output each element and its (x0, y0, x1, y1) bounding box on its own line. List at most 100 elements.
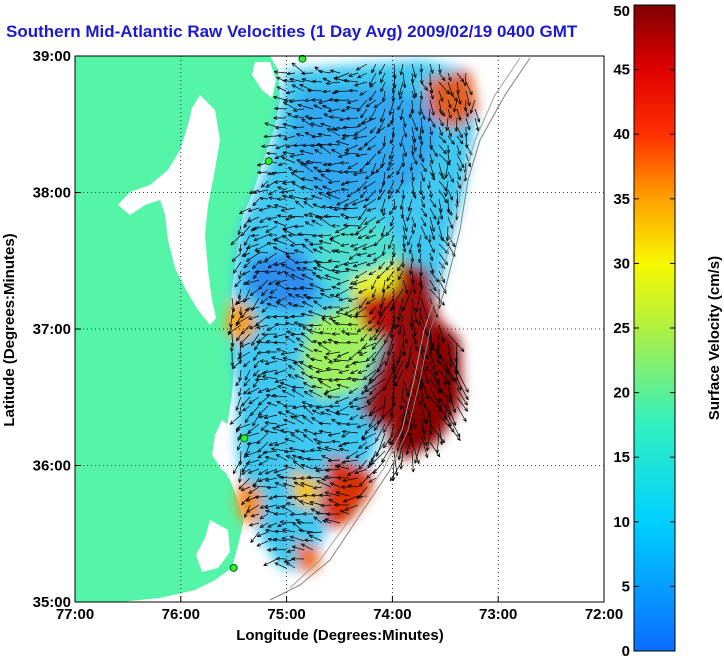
velocity-arrow (280, 207, 296, 212)
velocity-arrow (427, 234, 432, 244)
velocity-arrow (270, 447, 287, 452)
velocity-arrow (320, 503, 332, 508)
velocity-arrow (336, 383, 350, 389)
velocity-arrow (273, 95, 287, 101)
velocity-arrow (312, 409, 323, 416)
velocity-arrow (267, 401, 278, 407)
velocity-arrow (353, 135, 368, 140)
velocity-arrow (273, 180, 287, 184)
velocity-arrow (294, 374, 305, 380)
velocity-arrow (302, 415, 314, 425)
velocity-arrow (402, 324, 408, 344)
velocity-arrow (282, 356, 296, 362)
velocity-arrow (286, 549, 296, 553)
velocity-arrow (321, 314, 332, 319)
velocity-arrow (245, 279, 260, 285)
velocity-arrow (315, 511, 332, 516)
velocity-arrow (359, 189, 368, 199)
velocity-arrow (429, 189, 433, 199)
velocity-arrow (296, 159, 305, 164)
velocity-arrow (365, 297, 377, 305)
velocity-arrow (298, 528, 314, 533)
velocity-arrow (349, 414, 359, 420)
velocity-arrow (266, 204, 278, 209)
velocity-arrow (273, 494, 287, 499)
velocity-arrow (417, 243, 422, 254)
velocity-arrow (406, 378, 413, 398)
velocity-arrow (296, 337, 305, 344)
velocity-arrow (311, 219, 323, 227)
velocity-arrow (235, 423, 251, 430)
velocity-arrow (409, 162, 414, 172)
velocity-arrow (272, 314, 287, 319)
velocity-arrow (266, 151, 278, 156)
velocity-arrow (238, 387, 242, 397)
velocity-arrow (285, 216, 296, 221)
velocity-arrow (323, 113, 332, 119)
velocity-arrow (249, 405, 260, 416)
velocity-arrow (438, 171, 445, 180)
velocity-arrow (311, 134, 323, 139)
velocity-arrow (234, 279, 242, 288)
velocity-arrow (277, 186, 287, 191)
velocity-arrow (327, 142, 341, 147)
velocity-arrow (388, 153, 395, 166)
velocity-arrow (321, 477, 332, 481)
velocity-arrow (339, 160, 350, 165)
velocity-arrow (456, 162, 462, 172)
velocity-arrow (322, 89, 332, 94)
velocity-arrow (238, 270, 242, 280)
velocity-arrow (276, 197, 287, 202)
velocity-arrow (295, 519, 305, 524)
velocity-arrow (227, 324, 242, 335)
velocity-arrow (347, 468, 359, 476)
velocity-arrow (235, 297, 251, 304)
velocity-arrow (411, 225, 415, 235)
velocity-arrow (447, 369, 462, 391)
velocity-arrow (303, 201, 314, 209)
velocity-arrow (286, 71, 296, 76)
velocity-arrow (420, 81, 429, 91)
velocity-arrow (419, 63, 424, 73)
velocity-arrow (253, 360, 260, 369)
station-marker (229, 563, 238, 572)
velocity-arrow (237, 225, 242, 236)
velocity-arrow (324, 491, 341, 497)
velocity-arrow (402, 72, 407, 89)
velocity-arrow (354, 81, 368, 87)
velocity-arrow (334, 89, 350, 94)
velocity-arrow (429, 243, 435, 253)
velocity-arrow (270, 171, 287, 176)
velocity-arrow (357, 234, 368, 239)
velocity-arrow (235, 396, 242, 411)
velocity-arrow (456, 405, 467, 423)
velocity-arrow (282, 482, 296, 488)
velocity-arrow (429, 162, 435, 177)
velocity-arrow (447, 135, 455, 145)
velocity-arrow (342, 477, 359, 483)
velocity-arrow (369, 108, 377, 121)
velocity-arrow (318, 234, 332, 238)
velocity-arrow (276, 400, 287, 407)
velocity-arrow (331, 332, 341, 336)
velocity-arrow (341, 330, 350, 335)
velocity-arrow (328, 97, 341, 102)
velocity-arrow (247, 387, 260, 395)
velocity-arrow (373, 414, 386, 431)
velocity-arrow (373, 324, 386, 341)
velocity-arrow (259, 522, 269, 528)
velocity-arrow (469, 99, 476, 114)
y-axis: 39:00 38:00 37:00 36:00 35:00 (33, 48, 81, 611)
velocity-arrow (456, 378, 469, 401)
velocity-arrow (281, 389, 296, 398)
velocity-arrow (263, 134, 278, 139)
velocity-arrow (280, 429, 296, 434)
x-tick-label: 72:00 (585, 606, 623, 623)
velocity-arrow (302, 326, 314, 335)
velocity-arrow (289, 512, 305, 517)
colorbar-tick-label: 15 (613, 449, 630, 466)
velocity-arrow (402, 279, 409, 295)
velocity-arrow (308, 310, 323, 317)
velocity-arrow (335, 491, 350, 497)
